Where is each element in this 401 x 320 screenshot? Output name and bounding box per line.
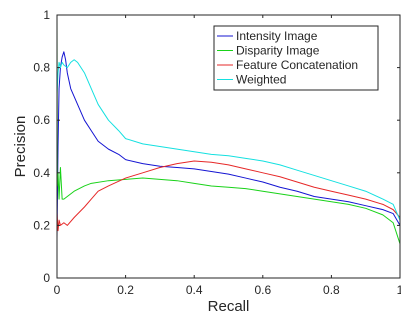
series-line-feature-concatenation — [56, 160, 401, 232]
y-tick-label: 0.4 — [33, 166, 50, 180]
plot-lines — [56, 14, 401, 244]
y-tick-label: 0.2 — [33, 218, 50, 232]
x-axis-ticks: 0 0.2 0.4 0.6 0.8 1 — [54, 15, 401, 297]
plot-frame — [56, 14, 401, 279]
legend-label-weighted: Weighted — [236, 73, 286, 87]
y-tick-label: 0.8 — [33, 61, 50, 75]
y-axis-title: Precision — [12, 116, 29, 178]
x-tick-label: 0 — [54, 283, 61, 297]
x-tick-label: 1 — [397, 283, 401, 297]
legend-label-intensity-image: Intensity Image — [236, 29, 318, 43]
y-tick-label: 0 — [43, 271, 50, 285]
x-tick-label: 0.2 — [117, 283, 134, 297]
y-axis-ticks: 0 0.2 0.4 0.6 0.8 1 — [33, 8, 400, 285]
series-line-weighted — [56, 59, 401, 221]
y-tick-label: 0.6 — [33, 113, 50, 127]
x-tick-label: 0.4 — [186, 283, 203, 297]
x-tick-label: 0.8 — [323, 283, 340, 297]
y-tick-label: 1 — [43, 8, 50, 22]
x-axis-title: Recall — [208, 298, 250, 315]
legend-label-feature-concatenation: Feature Concatenation — [236, 58, 358, 72]
legend-box — [213, 25, 379, 91]
x-tick-label: 0.6 — [254, 283, 271, 297]
legend-label-disparity-image: Disparity Image — [236, 44, 320, 58]
series-line-intensity-image — [56, 51, 401, 239]
series-line-disparity-image — [56, 14, 401, 244]
